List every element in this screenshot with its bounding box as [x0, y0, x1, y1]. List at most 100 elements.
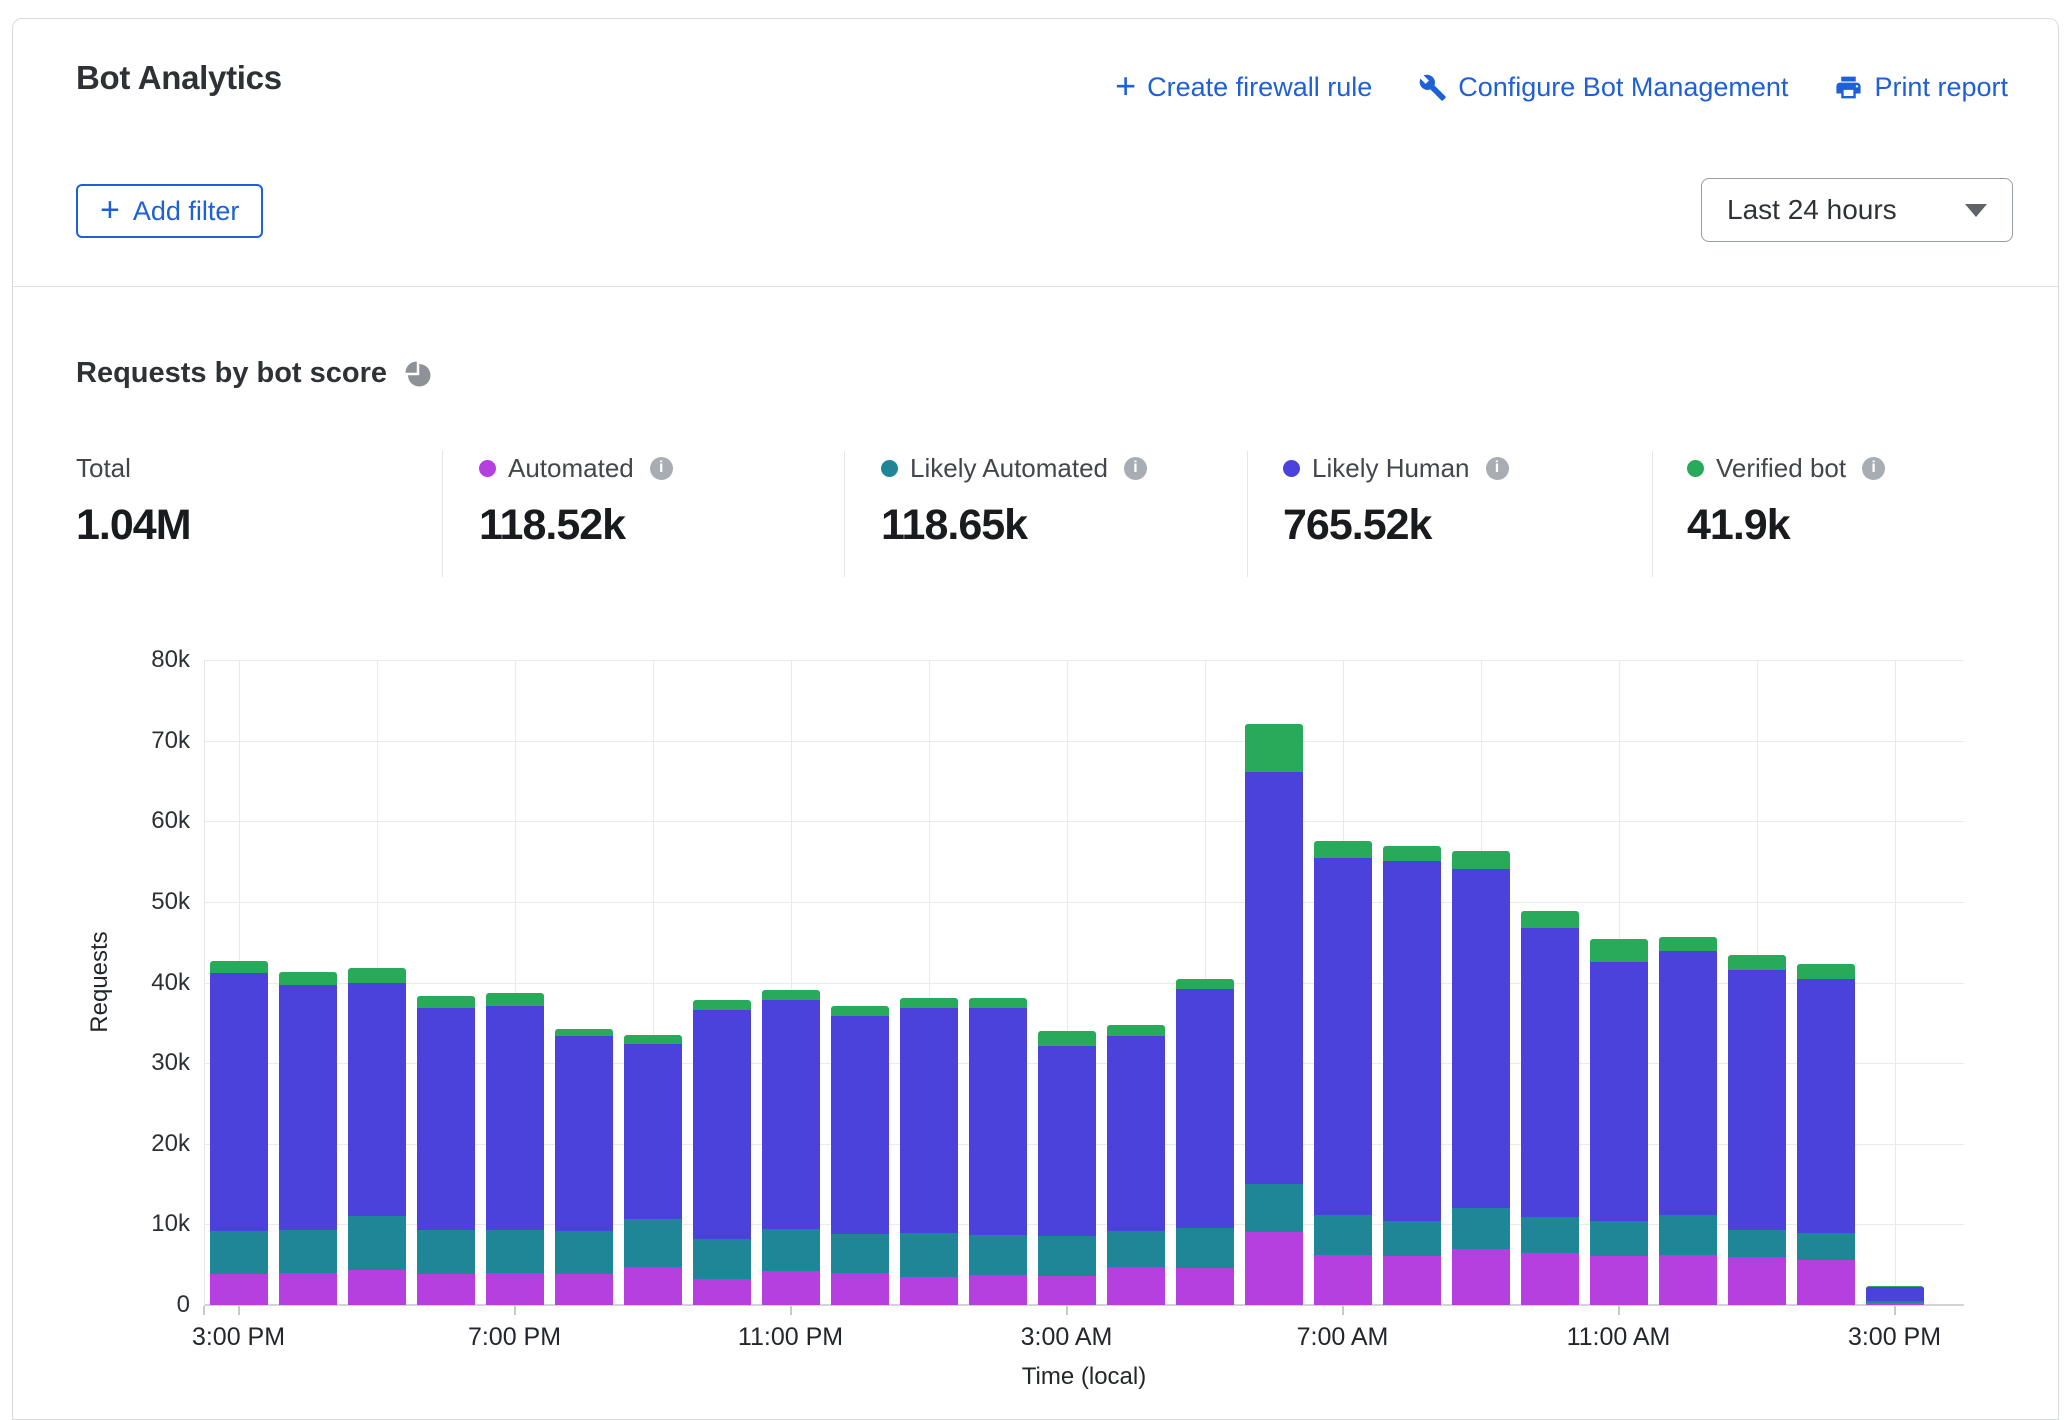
bar-segment-verified-bot — [1451, 851, 1510, 869]
info-icon[interactable]: i — [1124, 456, 1148, 480]
bar-segment-verified-bot — [1037, 1031, 1096, 1046]
bar-segment-automated — [278, 1273, 337, 1305]
header-actions: + Create firewall rule Configure Bot Man… — [1115, 65, 2008, 106]
configure-bot-management-link[interactable]: Configure Bot Management — [1418, 72, 1788, 103]
x-tick — [1617, 1306, 1620, 1315]
y-tick-label: 10k — [151, 1210, 190, 1238]
chart-bar[interactable] — [1244, 724, 1303, 1305]
requests-by-bot-score-chart: Requests 0 10k 20k 30k 40k 50k 60k 70k 80k 3:00 P… — [13, 646, 2058, 1405]
x-tick — [513, 1306, 516, 1315]
info-icon[interactable]: i — [1485, 456, 1509, 480]
bar-segment-automated — [1658, 1255, 1717, 1305]
chart-bar[interactable] — [416, 996, 475, 1305]
bar-segment-likely-human — [347, 983, 406, 1216]
y-axis-line — [204, 660, 205, 1305]
chart-bar[interactable] — [1727, 955, 1786, 1305]
bar-segment-automated — [623, 1267, 682, 1305]
chart-bar[interactable] — [761, 990, 820, 1305]
x-axis-line — [204, 1304, 1964, 1306]
bar-segment-likely-automated — [1658, 1215, 1717, 1255]
chart-bar[interactable] — [1865, 1286, 1924, 1305]
chart-bar[interactable] — [1451, 851, 1510, 1305]
x-tick-label: 7:00 AM — [1296, 1323, 1389, 1351]
bar-segment-likely-human — [209, 973, 268, 1231]
bar-segment-likely-human — [416, 1008, 475, 1230]
stat-divider — [442, 451, 443, 577]
bar-segment-automated — [347, 1270, 406, 1305]
chart-bar[interactable] — [1175, 979, 1234, 1305]
y-tick-label: 70k — [151, 726, 190, 754]
print-report-link[interactable]: Print report — [1834, 72, 2008, 103]
plus-icon: + — [1115, 65, 1137, 106]
bar-segment-verified-bot — [416, 996, 475, 1008]
v-gridline — [928, 660, 930, 1305]
v-gridline — [1066, 660, 1068, 1305]
stat-label: Likely Automated — [910, 452, 1109, 483]
bar-segment-verified-bot — [347, 968, 406, 983]
bar-segment-likely-automated — [968, 1235, 1027, 1275]
chart-bar[interactable] — [1658, 937, 1717, 1305]
chart-bar[interactable] — [899, 998, 958, 1305]
bar-segment-automated — [1865, 1303, 1924, 1305]
v-gridline — [790, 660, 792, 1305]
info-icon[interactable]: i — [649, 456, 673, 480]
bar-segment-verified-bot — [1796, 964, 1855, 979]
bar-segment-likely-human — [554, 1036, 613, 1231]
chart-bar[interactable] — [1520, 911, 1579, 1305]
bar-segment-automated — [1037, 1276, 1096, 1305]
bar-segment-automated — [554, 1274, 613, 1305]
chart-bar[interactable] — [692, 1000, 751, 1305]
chart-bar[interactable] — [1382, 846, 1441, 1305]
bar-segment-likely-automated — [416, 1230, 475, 1274]
bar-segment-likely-automated — [623, 1219, 682, 1267]
chart-bar[interactable] — [347, 968, 406, 1305]
stat-automated: Automated i 118.52k — [479, 451, 673, 550]
chart-bar[interactable] — [968, 998, 1027, 1305]
chart-bar[interactable] — [1106, 1025, 1165, 1305]
bar-segment-verified-bot — [692, 1000, 751, 1010]
chart-bar[interactable] — [1313, 841, 1372, 1305]
y-tick-label: 30k — [151, 1049, 190, 1077]
bar-segment-likely-automated — [761, 1229, 820, 1271]
chart-bar[interactable] — [830, 1006, 889, 1305]
bar-segment-likely-human — [1520, 928, 1579, 1217]
chart-bar[interactable] — [1796, 964, 1855, 1305]
chart-bar[interactable] — [278, 972, 337, 1305]
chart-bar[interactable] — [623, 1035, 682, 1305]
create-firewall-rule-link[interactable]: + Create firewall rule — [1115, 65, 1372, 106]
bar-segment-likely-human — [1451, 869, 1510, 1208]
time-range-select[interactable]: Last 24 hours — [1701, 178, 2013, 242]
stat-divider — [844, 451, 845, 577]
section-title-row: Requests by bot score — [76, 357, 433, 390]
x-tick — [789, 1306, 792, 1315]
bar-segment-likely-automated — [554, 1231, 613, 1274]
chart-bar[interactable] — [485, 993, 544, 1305]
bar-segment-verified-bot — [1106, 1025, 1165, 1036]
x-tick-label: 3:00 PM — [1847, 1323, 1942, 1351]
bar-segment-verified-bot — [1313, 841, 1372, 858]
add-filter-button[interactable]: + Add filter — [76, 184, 264, 238]
stat-divider — [1652, 451, 1653, 577]
bar-segment-likely-human — [1175, 989, 1234, 1228]
chart-bar[interactable] — [1589, 939, 1648, 1305]
chart-bar[interactable] — [209, 961, 268, 1305]
x-tick — [1893, 1306, 1896, 1315]
info-icon[interactable]: i — [1862, 456, 1886, 480]
time-range-value: Last 24 hours — [1727, 194, 1897, 225]
bot-analytics-panel: Bot Analytics + Create firewall rule Con… — [12, 18, 2059, 1420]
bar-segment-automated — [485, 1273, 544, 1305]
stat-verified-bot: Verified bot i 41.9k — [1687, 451, 1886, 550]
bar-segment-automated — [1175, 1268, 1234, 1305]
chart-bar[interactable] — [554, 1029, 613, 1305]
print-report-label: Print report — [1874, 72, 2008, 102]
stat-value: 118.65k — [881, 501, 1028, 549]
bar-segment-verified-bot — [1865, 1286, 1924, 1287]
bar-segment-likely-human — [1865, 1287, 1924, 1301]
stat-label: Automated — [508, 452, 634, 483]
v-gridline — [652, 660, 654, 1305]
legend-dot-icon — [1687, 459, 1704, 477]
bar-segment-automated — [968, 1275, 1027, 1305]
bar-segment-likely-automated — [830, 1234, 889, 1273]
chart-bar[interactable] — [1037, 1031, 1096, 1305]
header-separator — [13, 286, 2058, 287]
